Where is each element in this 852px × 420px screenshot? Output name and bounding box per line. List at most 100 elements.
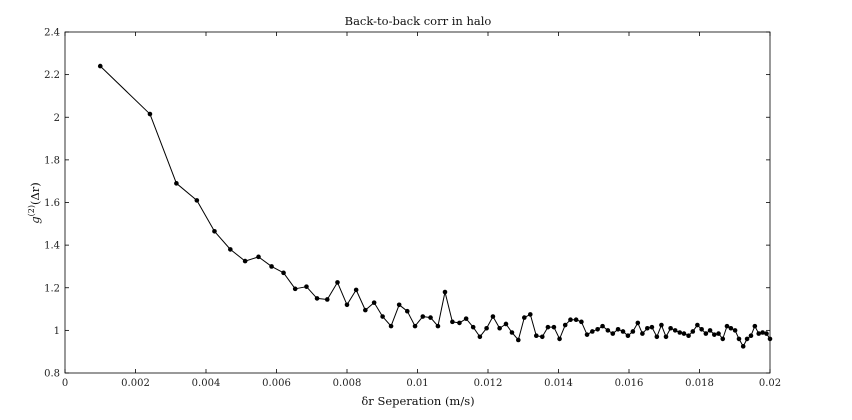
x-tick-label: 0.004 [192, 378, 221, 389]
data-series [97, 63, 773, 349]
data-point [668, 325, 673, 331]
chart-title: Back-to-back corr in halo [345, 14, 492, 28]
x-axis-title: δr Seperation (m/s) [361, 394, 474, 408]
x-tick-label: 0.006 [262, 378, 291, 389]
y-axis-title: g(2)(Δr) [27, 182, 42, 224]
data-point [740, 344, 746, 349]
data-point [428, 315, 433, 320]
x-tick-label: 0.01 [406, 378, 428, 389]
data-point [620, 329, 626, 334]
data-point [654, 334, 660, 340]
data-point [314, 296, 320, 301]
y-tick-label: 1 [54, 326, 60, 337]
data-point [304, 284, 309, 289]
data-point [497, 325, 502, 331]
data-point [503, 321, 509, 327]
data-point [712, 332, 717, 337]
y-tick-label: 2.2 [44, 70, 60, 81]
data-point [363, 307, 368, 313]
data-point [174, 181, 179, 186]
data-point [539, 334, 545, 340]
data-point [516, 337, 521, 343]
data-point [212, 228, 217, 234]
data-point [625, 333, 631, 339]
data-point [463, 316, 469, 321]
data-point [732, 328, 738, 333]
data-point [672, 328, 678, 333]
data-point [659, 322, 664, 328]
data-point [484, 325, 489, 331]
data-point [645, 325, 650, 331]
data-point [677, 330, 683, 335]
data-point [353, 287, 359, 293]
data-point [562, 322, 568, 328]
data-point [748, 333, 754, 339]
data-point [605, 328, 611, 333]
data-point [256, 254, 261, 260]
data-point [344, 302, 350, 308]
data-point [457, 320, 462, 326]
data-point [528, 312, 533, 317]
data-point [371, 300, 377, 305]
data-point [707, 328, 713, 333]
data-point [412, 323, 418, 329]
data-point [610, 331, 616, 336]
data-point [568, 317, 573, 323]
data-point [490, 314, 496, 319]
data-point [615, 327, 621, 332]
data-point [147, 111, 153, 117]
axis-ticks: 0 0.002 0.004 0.006 0.008 0.01 0.012 0.014 0.016… [44, 28, 781, 390]
data-point [435, 323, 441, 329]
y-tick-label: 1.8 [44, 155, 60, 166]
data-point [686, 333, 691, 339]
data-point [681, 331, 687, 336]
data-point [630, 329, 636, 334]
y-axis-title-superscript: (2) [27, 205, 36, 216]
y-tick-label: 2.4 [44, 28, 60, 39]
y-tick-label: 1.6 [44, 198, 60, 209]
data-point [703, 331, 709, 336]
data-point [522, 315, 527, 320]
data-point [97, 63, 103, 69]
data-point [335, 280, 340, 285]
data-point [649, 324, 655, 330]
data-point [396, 302, 402, 308]
y-tick-label: 1.2 [44, 283, 60, 294]
data-point [194, 198, 200, 203]
x-tick-label: 0.016 [615, 378, 644, 389]
data-point [590, 329, 595, 334]
y-axis-title-rest: (Δr) [28, 182, 42, 205]
data-point [509, 330, 515, 335]
data-point [716, 331, 721, 336]
data-point [728, 325, 734, 331]
data-point [600, 323, 605, 329]
data-point [764, 331, 769, 336]
data-point [744, 336, 750, 342]
data-point [690, 329, 696, 334]
data-point [380, 314, 385, 319]
x-tick-label: 0.014 [544, 378, 573, 389]
data-point [420, 314, 426, 319]
data-point [388, 323, 394, 329]
data-point [404, 308, 410, 314]
y-tick-label: 2 [54, 113, 60, 124]
data-point [767, 336, 773, 342]
data-point [450, 319, 455, 325]
data-point [545, 324, 551, 330]
data-point [551, 324, 557, 330]
y-tick-label: 0.8 [44, 369, 60, 380]
data-point [752, 323, 758, 329]
data-point [557, 336, 562, 342]
x-tick-label: 0 [62, 378, 68, 389]
data-point [699, 327, 704, 332]
x-tick-label: 0.012 [474, 378, 503, 389]
data-point [756, 331, 762, 336]
data-point [635, 320, 641, 326]
data-point [269, 264, 274, 269]
data-point [724, 323, 730, 329]
data-point [663, 334, 669, 340]
y-axis-title-main: g [28, 216, 42, 223]
data-point [324, 297, 330, 302]
